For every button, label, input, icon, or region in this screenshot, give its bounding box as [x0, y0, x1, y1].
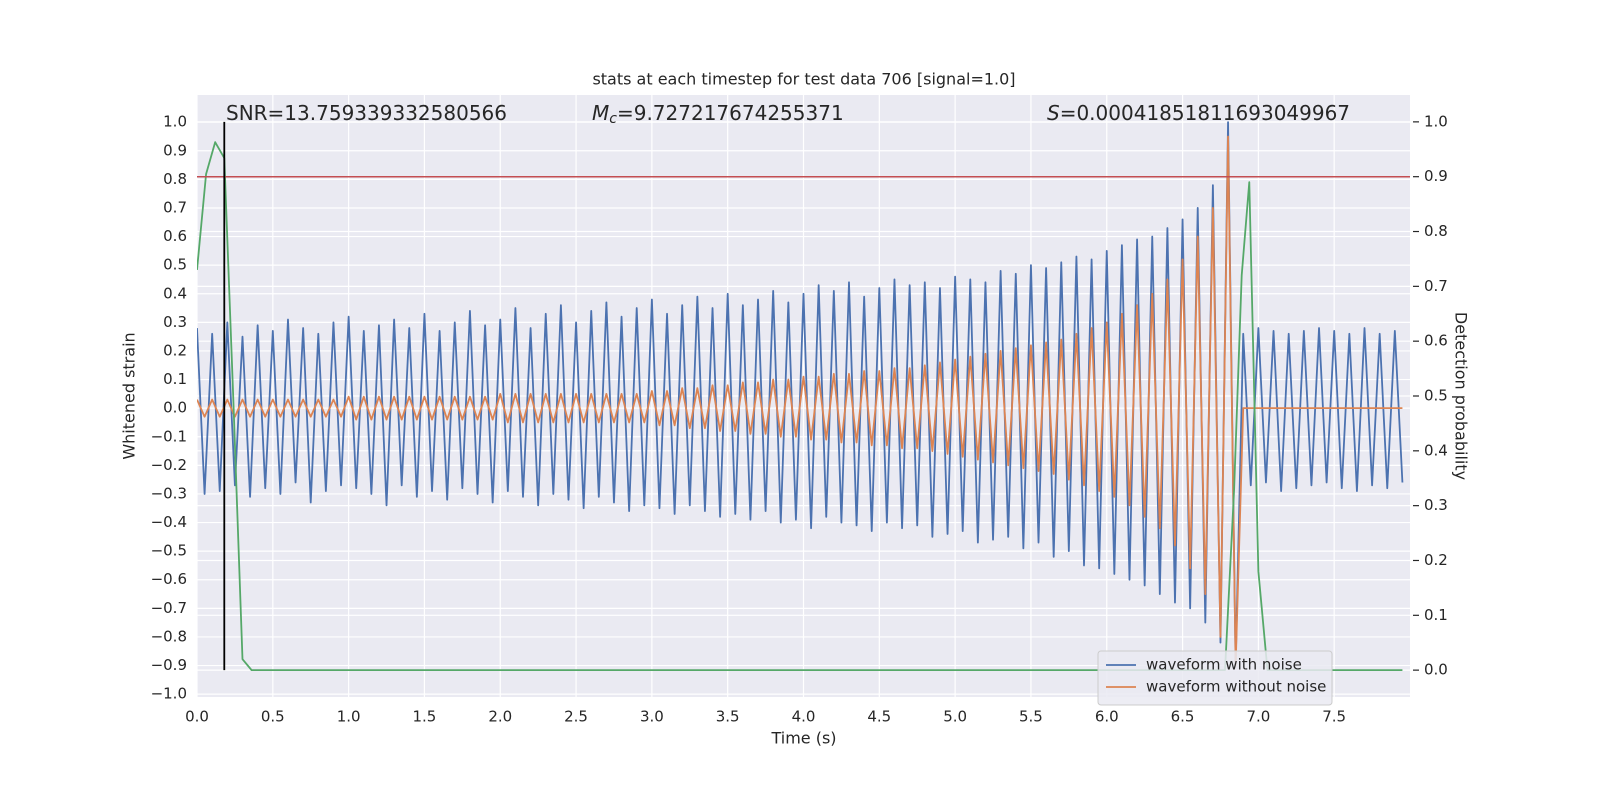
y-tick-label: 0.9	[163, 141, 187, 159]
y-tick-label: 0.2	[163, 341, 187, 359]
x-tick-label: 0.5	[261, 708, 285, 726]
y2-tick-label: 0.8	[1424, 222, 1448, 240]
y-tick-label: −0.6	[151, 570, 187, 588]
annotation-text: SNR=13.759339332580566	[226, 101, 507, 125]
x-tick-label: 7.5	[1322, 708, 1346, 726]
y-tick-label: −0.8	[151, 627, 187, 645]
x-tick-label: 2.0	[488, 708, 512, 726]
x-tick-label: 0.0	[185, 708, 209, 726]
y-tick-label: −0.7	[151, 599, 187, 617]
x-tick-label: 4.0	[792, 708, 816, 726]
y2-tick-label: 0.7	[1424, 277, 1448, 295]
y2-tick-label: 0.0	[1424, 661, 1448, 679]
y2-tick-label: 0.1	[1424, 606, 1448, 624]
y-tick-label: 0.5	[163, 256, 187, 274]
annotation: Mc=9.727217674255371	[592, 101, 844, 128]
y2-tick-label: 0.3	[1424, 496, 1448, 514]
x-tick-label: 7.0	[1246, 708, 1270, 726]
y2-tick-label: 0.9	[1424, 167, 1448, 185]
y-tick-label: −0.1	[151, 427, 187, 445]
y-tick-label: 1.0	[163, 113, 187, 131]
y2-tick-label: 0.6	[1424, 332, 1448, 350]
y-axis-label: Whitened strain	[120, 332, 139, 459]
y-tick-label: 0.3	[163, 313, 187, 331]
legend-label: waveform without noise	[1146, 678, 1326, 696]
y-tick-label: 0.6	[163, 227, 187, 245]
y2-tick-label: 1.0	[1424, 112, 1448, 130]
x-tick-label: 1.5	[413, 708, 437, 726]
annotation-subscript: c	[609, 111, 617, 127]
x-tick-label: 3.5	[716, 708, 740, 726]
legend-label: waveform with noise	[1146, 656, 1302, 674]
y-tick-label: 0.8	[163, 170, 187, 188]
y2-tick-label: 0.5	[1424, 387, 1448, 405]
y-tick-label: −0.9	[151, 656, 187, 674]
annotation-text: =9.727217674255371	[617, 101, 844, 125]
chart-title: stats at each timestep for test data 706…	[592, 70, 1015, 89]
y-tick-label: −0.2	[151, 456, 187, 474]
y-tick-label: 0.1	[163, 370, 187, 388]
x-tick-label: 6.5	[1171, 708, 1195, 726]
y-tick-label: −0.4	[151, 513, 187, 531]
annotation-symbol: S	[1047, 101, 1060, 125]
x-tick-label: 5.5	[1019, 708, 1043, 726]
y2-axis-label: Detection probability	[1452, 312, 1471, 480]
y-tick-label: 0.7	[163, 198, 187, 216]
x-tick-label: 3.0	[640, 708, 664, 726]
annotation: S=0.00041851811693049967	[1047, 101, 1350, 125]
x-tick-label: 5.0	[943, 708, 967, 726]
y2-tick-label: 0.2	[1424, 551, 1448, 569]
series-line	[197, 141, 1403, 672]
x-tick-label: 1.0	[337, 708, 361, 726]
y-tick-label: −1.0	[151, 685, 187, 703]
x-axis-label: Time (s)	[770, 729, 836, 748]
y2-tick-label: 0.4	[1424, 441, 1448, 459]
series-line	[197, 135, 1403, 667]
x-tick-label: 2.5	[564, 708, 588, 726]
y-tick-label: −0.3	[151, 484, 187, 502]
annotation: SNR=13.759339332580566	[226, 101, 507, 125]
x-tick-label: 4.5	[867, 708, 891, 726]
y-tick-label: −0.5	[151, 542, 187, 560]
legend-box	[1097, 650, 1333, 706]
y-tick-label: 0.0	[163, 399, 187, 417]
annotation-symbol: M	[592, 101, 609, 125]
annotation-text: =0.00041851811693049967	[1060, 101, 1350, 125]
x-tick-label: 6.0	[1095, 708, 1119, 726]
y-tick-label: 0.4	[163, 284, 187, 302]
